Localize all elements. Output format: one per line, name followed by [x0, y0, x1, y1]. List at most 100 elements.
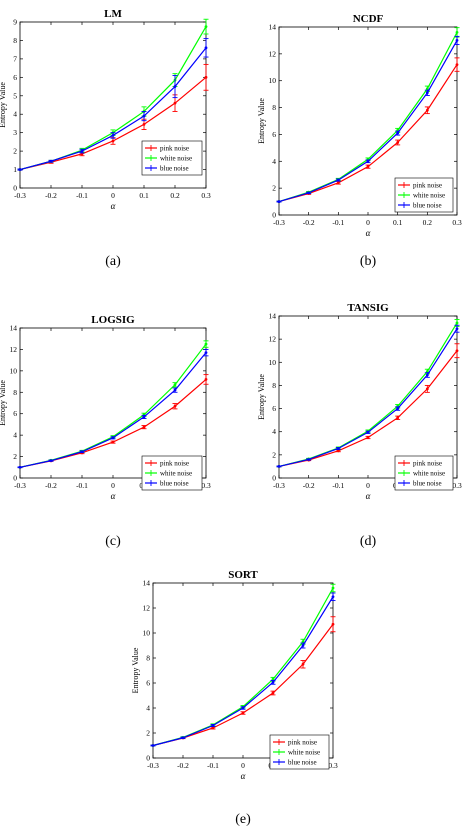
- subfigure-caption: (d): [360, 534, 377, 549]
- data-point: [111, 134, 115, 137]
- data-point: [111, 440, 115, 444]
- data-point: [204, 25, 208, 29]
- y-tick-label: 4: [272, 427, 276, 436]
- data-point: [331, 595, 335, 599]
- y-tick-label: 0: [13, 184, 17, 193]
- y-tick-label: 2: [13, 147, 17, 156]
- legend-label: white noise: [288, 749, 320, 757]
- y-tick-label: 8: [272, 381, 276, 390]
- x-tick-label: 0.3: [452, 218, 462, 227]
- data-point: [301, 662, 305, 666]
- y-tick-label: 8: [13, 36, 17, 45]
- legend-label: pink noise: [413, 460, 442, 468]
- chart-title: TANSIG: [347, 302, 389, 314]
- series-line: [278, 32, 458, 203]
- legend: pink noise white noise blue noise: [141, 140, 203, 176]
- series-line: [152, 623, 334, 747]
- y-tick-label: 0: [146, 754, 150, 763]
- x-tick-label: 0.3: [201, 191, 211, 200]
- data-point: [425, 87, 429, 91]
- data-point: [204, 342, 208, 346]
- data-point: [18, 168, 22, 171]
- y-tick-label: 4: [13, 110, 17, 119]
- series-line: [278, 350, 458, 468]
- legend-label: white noise: [413, 192, 445, 200]
- data-point: [425, 370, 429, 373]
- legend-label: blue noise: [288, 759, 317, 767]
- x-tick-label: -0.2: [45, 481, 57, 490]
- data-point: [204, 351, 208, 355]
- y-tick-label: 5: [13, 91, 17, 100]
- data-point: [49, 159, 53, 163]
- data-point: [301, 644, 305, 647]
- data-point: [366, 436, 370, 439]
- x-tick-label: -0.3: [14, 481, 26, 490]
- plot-frame: [278, 315, 458, 479]
- series-blue-noise: [150, 592, 336, 747]
- y-tick-label: 10: [143, 629, 151, 638]
- legend-label: blue noise: [413, 480, 442, 488]
- y-tick-label: 6: [13, 73, 17, 82]
- data-point: [425, 108, 429, 112]
- data-point: [455, 39, 459, 42]
- data-point: [336, 181, 340, 185]
- y-tick-label: 6: [272, 130, 276, 139]
- y-tick-label: 10: [269, 358, 277, 367]
- subfigure-caption: (e): [235, 812, 251, 827]
- legend-label: blue noise: [160, 480, 189, 488]
- y-tick-label: 0: [272, 474, 276, 483]
- x-tick-label: -0.2: [303, 481, 315, 490]
- y-tick-label: 0: [13, 474, 17, 483]
- legend-label: pink noise: [160, 460, 189, 468]
- x-axis-label: α: [111, 491, 116, 501]
- chart-e: -0.3-0.2-0.100.10.20.302468101214SORTαEn…: [131, 569, 338, 827]
- series-line: [152, 596, 334, 747]
- subfigure-caption: (c): [105, 534, 121, 549]
- data-point: [49, 459, 53, 463]
- data-point: [336, 178, 340, 182]
- x-tick-label: 0: [111, 481, 115, 490]
- legend-label: pink noise: [288, 739, 317, 747]
- chart-c: -0.3-0.2-0.100.10.20.302468101214LOGSIGα…: [0, 314, 211, 549]
- y-tick-label: 2: [272, 450, 276, 459]
- y-tick-label: 6: [272, 404, 276, 413]
- x-tick-label: -0.3: [14, 191, 26, 200]
- legend-label: blue noise: [413, 202, 442, 210]
- x-tick-label: 0.3: [328, 761, 338, 770]
- series-pink-noise: [276, 343, 460, 468]
- y-tick-label: 14: [269, 312, 277, 321]
- data-point: [204, 46, 208, 50]
- legend: pink noise white noise blue noise: [141, 455, 203, 491]
- data-point: [173, 388, 177, 392]
- data-point: [396, 141, 400, 144]
- data-point: [173, 85, 177, 88]
- x-tick-label: 0.2: [170, 191, 180, 200]
- y-tick-label: 4: [146, 704, 150, 713]
- data-point: [277, 465, 281, 468]
- data-point: [18, 465, 22, 469]
- x-axis-label: α: [241, 771, 246, 781]
- subfigure-caption: (a): [105, 254, 121, 269]
- series-line: [19, 378, 207, 468]
- chart-title: LM: [104, 8, 122, 20]
- series-white-noise: [17, 340, 209, 469]
- y-tick-label: 6: [146, 679, 150, 688]
- y-tick-label: 6: [13, 409, 17, 418]
- x-tick-label: -0.1: [76, 481, 88, 490]
- x-tick-label: -0.1: [207, 761, 219, 770]
- y-tick-label: 7: [13, 54, 17, 63]
- data-point: [80, 149, 84, 153]
- data-point: [307, 191, 311, 195]
- data-point: [211, 726, 215, 730]
- y-axis-label: Entropy Value: [131, 647, 140, 693]
- data-point: [455, 327, 459, 331]
- legend: pink noise white noise blue noise: [394, 455, 454, 491]
- plot-frame: [152, 582, 334, 759]
- y-tick-label: 14: [143, 579, 151, 588]
- data-point: [425, 387, 429, 391]
- chart-title: NCDF: [353, 13, 384, 25]
- data-point: [211, 724, 215, 727]
- data-point: [307, 458, 311, 461]
- chart-d: -0.3-0.2-0.100.10.20.302468101214TANSIGα…: [257, 302, 462, 549]
- data-point: [111, 436, 115, 440]
